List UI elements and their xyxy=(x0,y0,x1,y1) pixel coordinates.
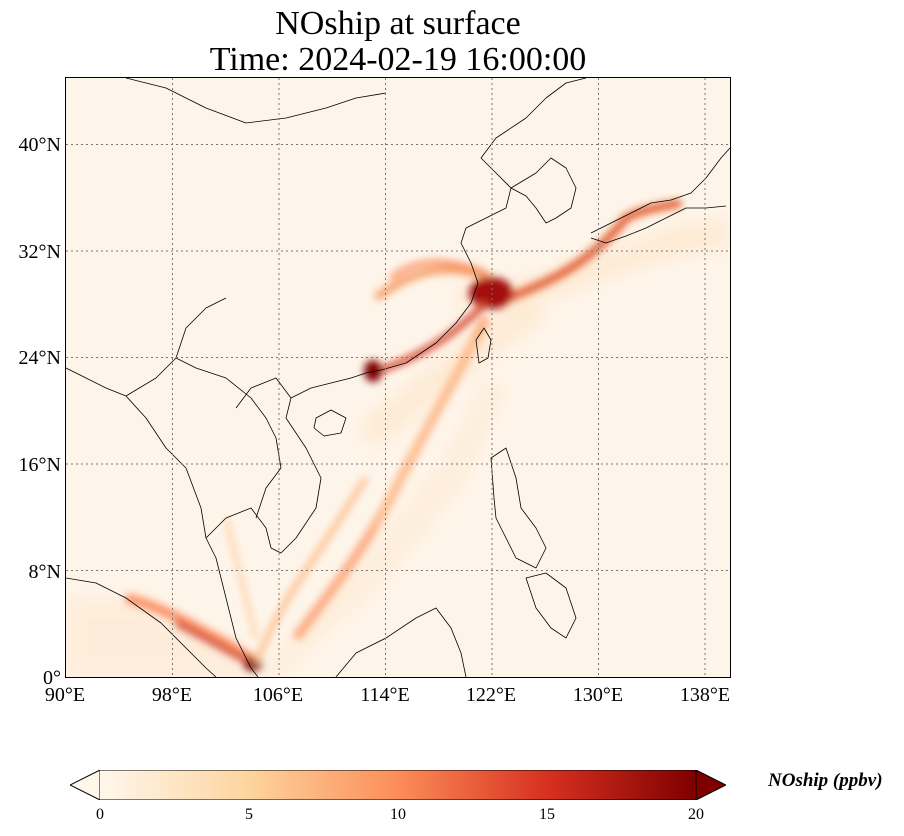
lon-tick-label: 106°E xyxy=(252,684,304,706)
lon-tick-label: 98°E xyxy=(151,684,193,706)
lon-tick-label: 114°E xyxy=(360,684,410,706)
colorbar-label: NOship (ppbv) xyxy=(768,770,883,791)
lon-tick-label: 138°E xyxy=(679,684,731,706)
gridlines xyxy=(66,78,730,677)
lat-tick-label: 0° xyxy=(43,667,61,689)
coastlines xyxy=(66,78,730,677)
colorbar-max-extend xyxy=(695,770,726,800)
colorbar-gradient xyxy=(100,770,696,800)
colorbar-tick-label: 0 xyxy=(96,806,104,823)
map-title: NOship at surface xyxy=(275,5,521,42)
lat-tick-label: 16°N xyxy=(18,454,61,476)
lon-tick-label: 90°E xyxy=(44,684,86,706)
map-canvas xyxy=(66,78,730,677)
colorbar-tick-label: 20 xyxy=(688,806,704,823)
lat-tick-label: 32°N xyxy=(18,241,61,263)
map-timestamp: Time: 2024-02-19 16:00:00 xyxy=(209,41,587,78)
emission-field xyxy=(66,218,730,677)
lat-tick-label: 8°N xyxy=(28,561,61,583)
colorbar xyxy=(70,770,726,800)
colorbar-min-extend xyxy=(70,770,101,800)
colorbar-tick-label: 10 xyxy=(390,806,406,823)
lon-tick-label: 122°E xyxy=(465,684,517,706)
lon-tick-label: 130°E xyxy=(572,684,624,706)
colorbar-tick-label: 5 xyxy=(245,806,253,823)
map-panel[interactable] xyxy=(65,77,731,678)
lat-tick-label: 24°N xyxy=(18,347,61,369)
lat-tick-label: 40°N xyxy=(18,134,61,156)
colorbar-tick-label: 15 xyxy=(539,806,555,823)
